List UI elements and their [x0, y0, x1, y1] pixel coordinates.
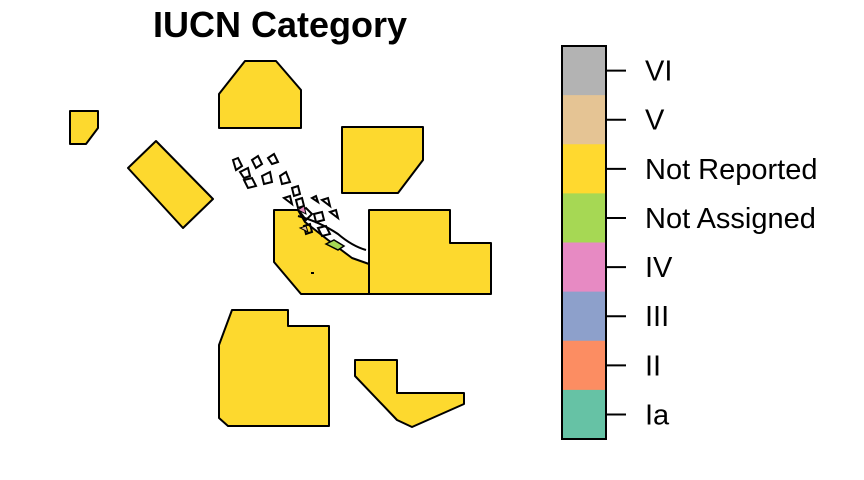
legend-swatch-iii: [562, 291, 606, 342]
legend-label-not-reported: Not Reported: [645, 154, 818, 186]
legend-swatch-vi: [562, 46, 606, 96]
legend-label-not-assigned: Not Assigned: [645, 203, 816, 235]
mpa-polygon-west-diagonal: [127, 140, 214, 229]
mpa-polygon-far-west: [69, 110, 99, 145]
cat-iv-patch: [297, 205, 307, 215]
map-title: IUCN Category: [153, 4, 407, 45]
legend-label-v: V: [645, 105, 665, 137]
mpa-polygon-southwest: [218, 309, 330, 427]
legend-swatch-iv: [562, 242, 606, 293]
legend-swatch-not-reported: [562, 144, 606, 194]
map-panel: [69, 60, 492, 428]
legend-label-vi: VI: [645, 56, 672, 88]
legend-ticks: [606, 69, 626, 416]
legend-label-ii: II: [645, 350, 661, 382]
legend-label-ia: Ia: [645, 399, 670, 431]
not-assigned-patch: [324, 239, 346, 251]
legend-colorbar: [562, 46, 606, 440]
legend-swatch-ii: [562, 340, 606, 391]
legend-colorbar-frame: [561, 45, 607, 440]
legend-label-iii: III: [645, 301, 669, 333]
mpa-polygon-central-west: [273, 209, 370, 295]
legend-swatch-not-assigned: [562, 193, 606, 243]
cat-v-patch: [298, 225, 309, 233]
mpa-polygon-north: [218, 60, 302, 129]
legend-swatch-ia: [562, 389, 606, 440]
mpa-polygon-southeast: [354, 359, 465, 428]
mpa-polygon-central-east: [368, 209, 492, 295]
coastline-islands: [231, 152, 367, 274]
legend-label-iv: IV: [645, 252, 673, 284]
mpa-polygon-northeast: [341, 126, 424, 194]
legend-swatch-v: [562, 95, 606, 145]
